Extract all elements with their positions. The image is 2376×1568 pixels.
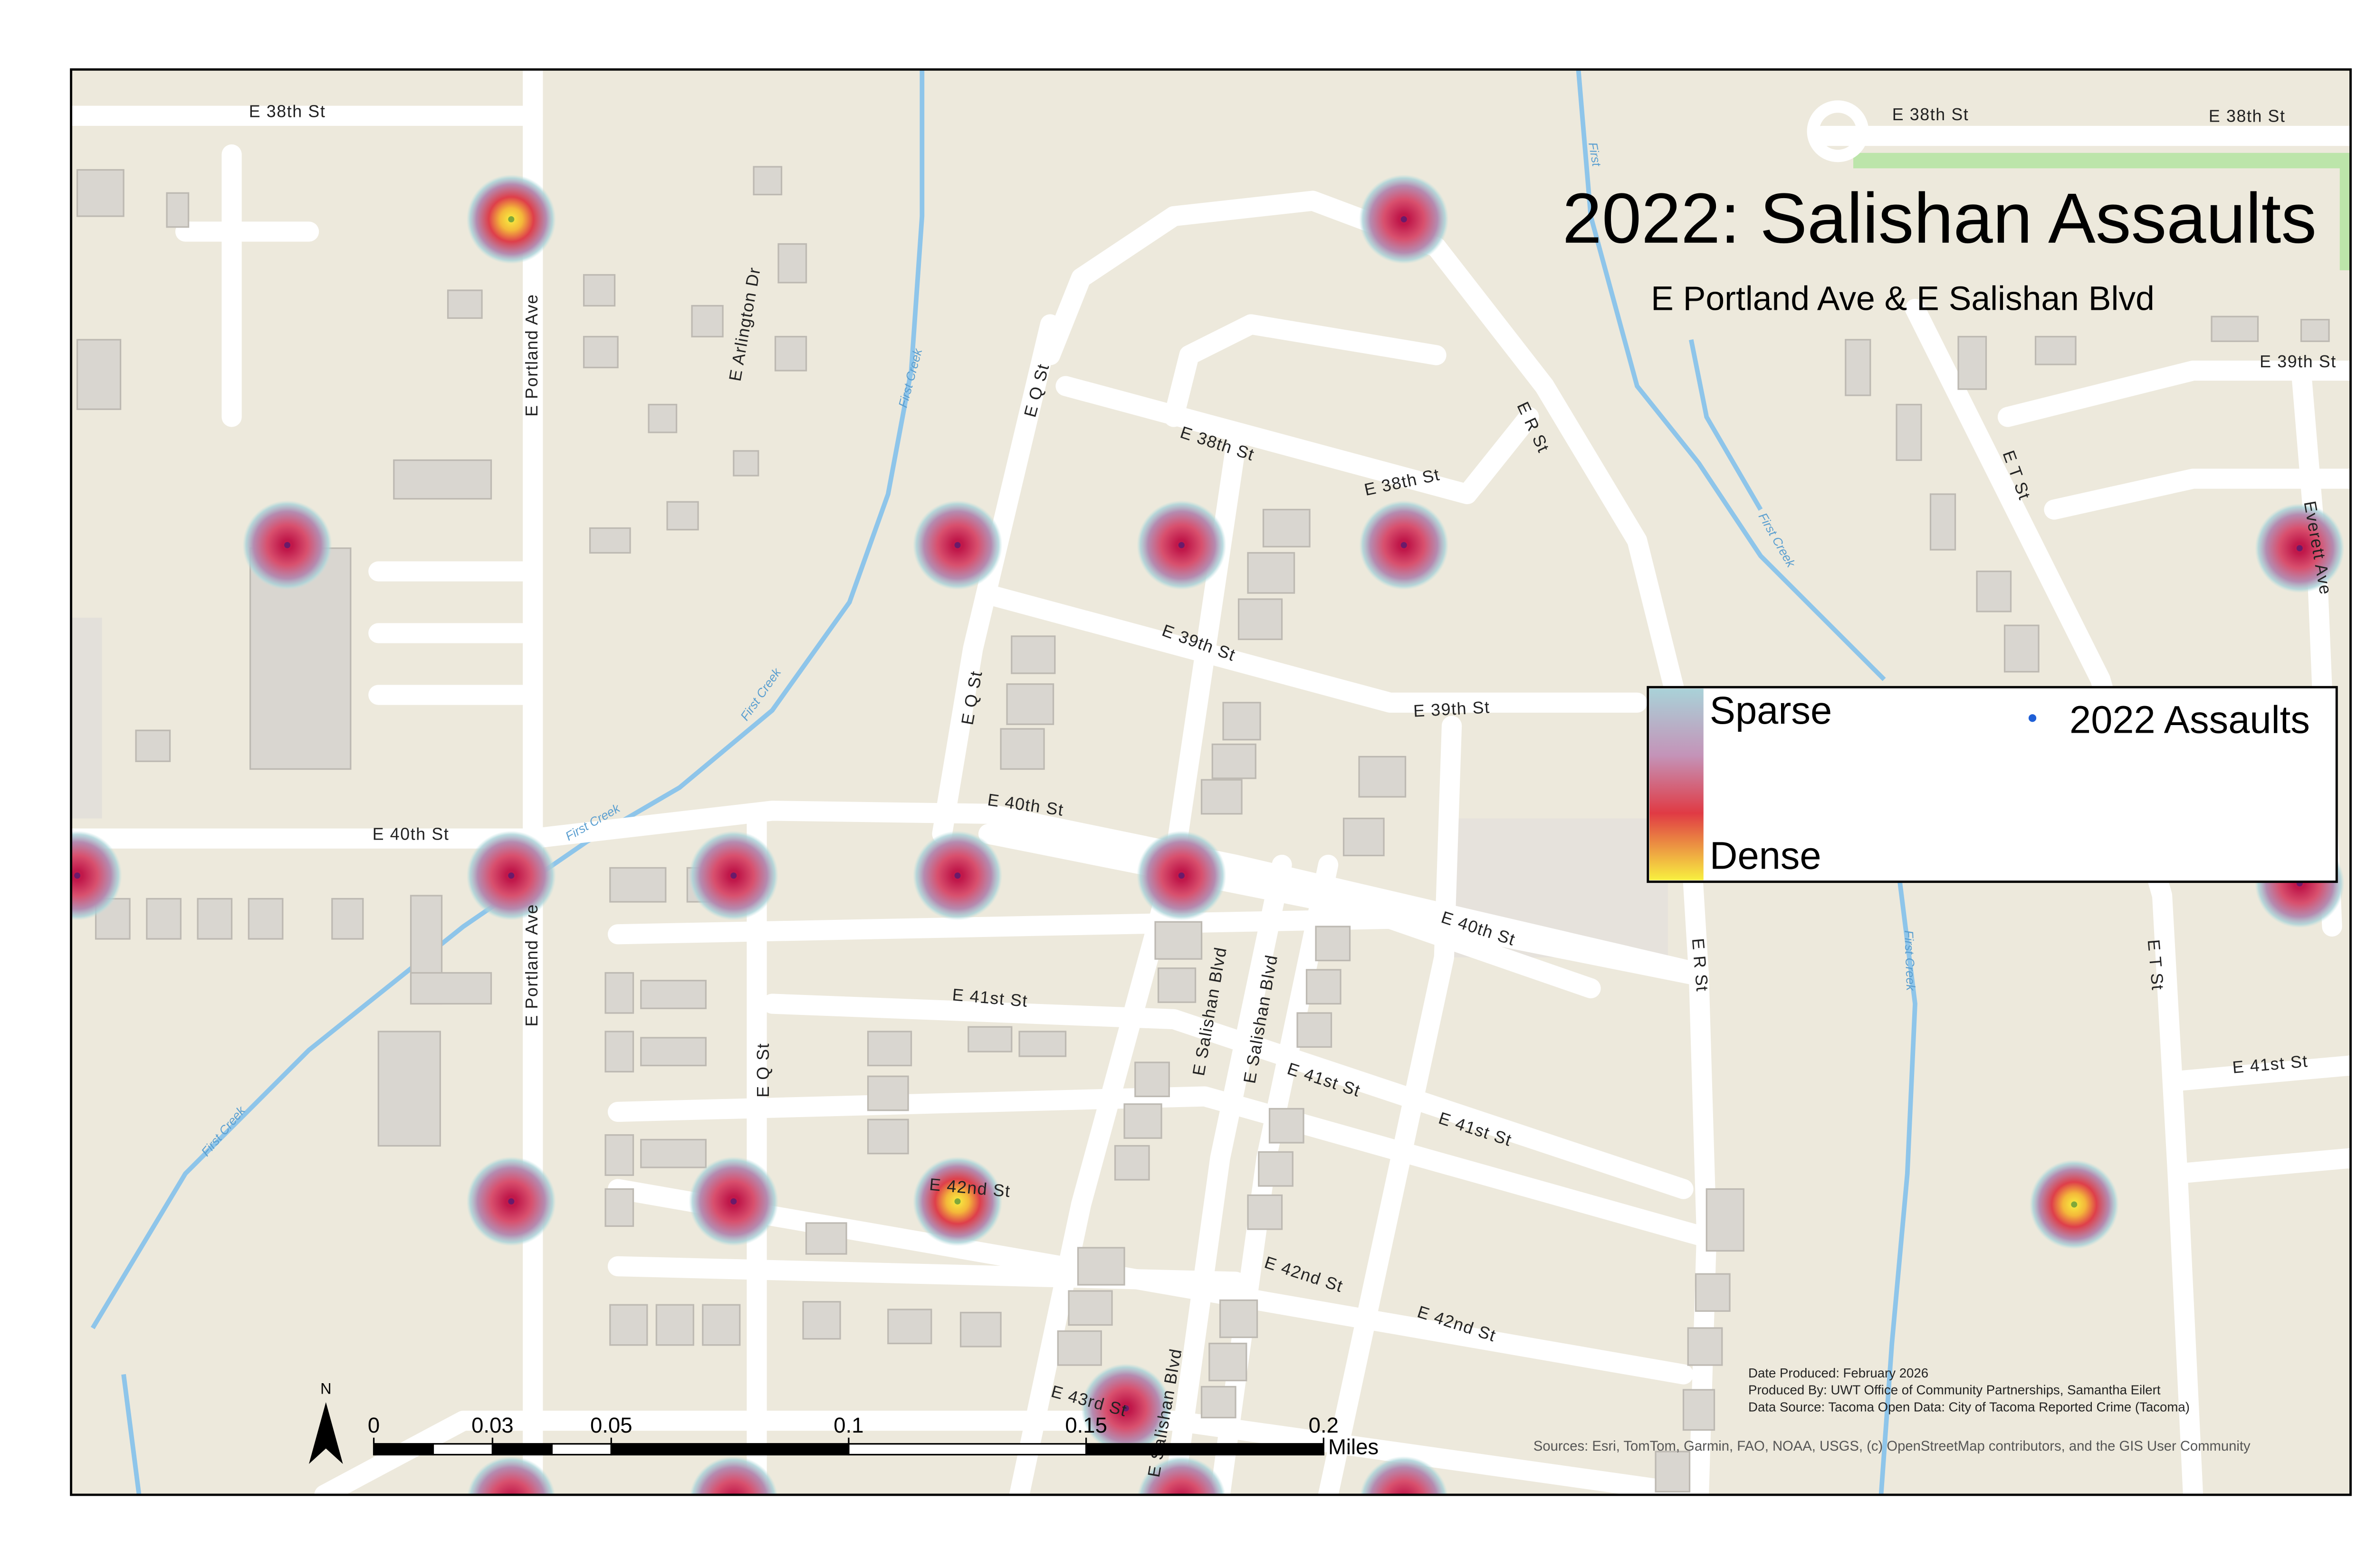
legend: Sparse Dense 2022 Assaults: [1647, 686, 2338, 883]
street-label: E 40th St: [373, 825, 450, 844]
scale-label: 0.15: [1065, 1413, 1107, 1437]
scale-segment: [491, 1443, 553, 1456]
assault-point: [1178, 1498, 1185, 1504]
legend-ramp: [1649, 688, 1704, 880]
map-title: 2022: Salishan Assaults: [1562, 179, 2317, 258]
assault-point: [730, 872, 737, 879]
assault-point: [954, 1198, 961, 1205]
assault-point: [1400, 542, 1407, 548]
scale-units: Miles: [1328, 1434, 1379, 1459]
street-label: E Portland Ave: [522, 294, 541, 417]
sources: Sources: Esri, TomTom, Garmin, FAO, NOAA…: [1533, 1439, 2251, 1454]
street-label: E 38th St: [1892, 105, 1969, 124]
legend-points: 2022 Assaults: [2069, 698, 2310, 741]
street-label: E 39th St: [1413, 698, 1491, 720]
scale-segment: [610, 1443, 850, 1456]
heat-spot: [467, 1456, 556, 1495]
scale-label: 0.03: [471, 1413, 514, 1437]
assault-point: [1401, 1498, 1407, 1504]
credit-line: Produced By: UWT Office of Community Par…: [1748, 1383, 2161, 1397]
assault-point: [508, 872, 515, 879]
assault-point: [1400, 216, 1407, 222]
street-label: E Portland Ave: [522, 904, 541, 1027]
heat-spot: [1359, 1456, 1448, 1495]
assault-point: [730, 1198, 737, 1205]
map-frame: [70, 68, 2352, 1496]
street-label: E 38th St: [2209, 106, 2286, 125]
assault-point: [954, 542, 961, 548]
assault-point: [284, 542, 291, 548]
hotspots: [71, 174, 2345, 1504]
assault-point: [508, 1498, 514, 1504]
north-label: N: [320, 1380, 331, 1397]
creek-label: First Creek: [1902, 930, 1918, 992]
heat-spot: [1137, 1456, 1226, 1495]
map-subtitle: E Portland Ave & E Salishan Blvd: [1651, 280, 2155, 318]
street-label: E 39th St: [2260, 352, 2337, 371]
scale-bar: N Miles 0 0.03 0.05 0.1 0.15 0.2: [309, 1380, 1379, 1464]
scale-segment: [373, 1443, 434, 1456]
assault-point: [508, 1198, 515, 1205]
legend-box: [1647, 686, 2338, 883]
scale-segment: [432, 1443, 494, 1456]
scale-segment: [1085, 1443, 1324, 1456]
assault-point: [730, 1498, 737, 1504]
scale-segment: [848, 1443, 1087, 1456]
scale-segment: [551, 1443, 612, 1456]
assault-point: [954, 872, 961, 879]
assault-point: [2296, 545, 2303, 552]
assault-point: [74, 872, 81, 879]
heat-spot: [689, 1456, 778, 1495]
assault-point: [1122, 1405, 1129, 1412]
legend-point: [2028, 714, 2037, 722]
credit-line: Data Source: Tacoma Open Data: City of T…: [1748, 1399, 2190, 1414]
north-arrow: [309, 1402, 343, 1464]
credits: Date Produced: February 2026 Produced By…: [1748, 1366, 2190, 1414]
assault-point: [2071, 1201, 2078, 1208]
assault-point: [1178, 542, 1185, 548]
scale-label: 0.1: [834, 1413, 863, 1437]
scale-label: 0.2: [1309, 1413, 1339, 1437]
credit-line: Date Produced: February 2026: [1748, 1366, 1928, 1380]
scale-label: 0.05: [590, 1413, 632, 1437]
assault-point: [508, 216, 515, 222]
assault-point: [1178, 872, 1185, 879]
street-label: E R St: [1688, 937, 1712, 993]
street-label: E Q St: [754, 1043, 773, 1098]
legend-dense: Dense: [1710, 834, 1821, 877]
legend-sparse: Sparse: [1710, 689, 1832, 732]
heat-spot: [71, 831, 122, 920]
scale-label: 0: [368, 1413, 380, 1437]
street-label: E 38th St: [249, 102, 326, 121]
street-label: E T St: [2144, 939, 2167, 992]
